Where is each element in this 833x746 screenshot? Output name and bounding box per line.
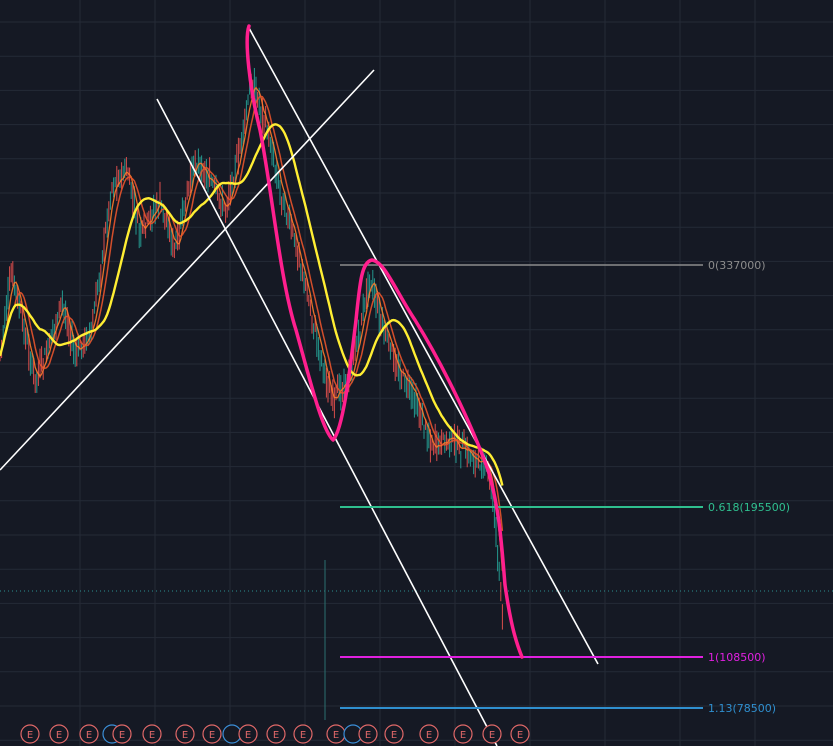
event-marker[interactable]: E	[510, 724, 530, 744]
event-marker-circle	[238, 724, 258, 744]
event-marker-circle	[384, 724, 404, 744]
event-marker-label: E	[273, 730, 279, 741]
event-marker-circle	[79, 724, 99, 744]
event-marker-circle	[510, 724, 530, 744]
event-marker-circle	[419, 724, 439, 744]
event-marker-label: E	[119, 730, 125, 741]
event-marker-circle	[142, 724, 162, 744]
event-marker-circle	[482, 724, 502, 744]
event-marker[interactable]: E	[202, 724, 222, 744]
moving-averages	[0, 86, 504, 572]
event-marker-circle	[358, 724, 378, 744]
event-marker[interactable]: E	[384, 724, 404, 744]
event-marker-circle	[49, 724, 69, 744]
event-marker-label: E	[27, 730, 33, 741]
event-marker-circle	[20, 724, 40, 744]
moving-average-mid	[0, 95, 504, 532]
pattern-curve	[245, 24, 524, 659]
event-marker[interactable]: E	[358, 724, 378, 744]
event-marker-circle	[222, 724, 242, 744]
event-marker[interactable]: E	[419, 724, 439, 744]
event-marker[interactable]: E	[238, 724, 258, 744]
event-marker[interactable]: E	[20, 724, 40, 744]
event-marker-label: E	[300, 730, 306, 741]
moving-average-slow	[0, 123, 504, 486]
event-marker[interactable]	[222, 724, 242, 744]
event-marker-circle	[202, 724, 222, 744]
event-marker[interactable]: E	[112, 724, 132, 744]
event-marker-circle	[266, 724, 286, 744]
moving-average-fast	[0, 86, 504, 572]
event-marker-label: E	[209, 730, 215, 741]
fib-level-label: 1.13(78500)	[708, 702, 776, 715]
event-marker[interactable]: E	[453, 724, 473, 744]
price-candles	[0, 67, 503, 630]
event-marker-label: E	[333, 730, 339, 741]
event-marker[interactable]: E	[266, 724, 286, 744]
event-marker-label: E	[391, 730, 397, 741]
event-marker-label: E	[245, 730, 251, 741]
event-marker-label: E	[149, 730, 155, 741]
fibonacci-levels: 0(337000) 0.618(195500) 1(108500) 1.13(7850…	[340, 259, 790, 715]
event-marker-label: E	[426, 730, 432, 741]
event-marker-label: E	[489, 730, 495, 741]
fib-level-label: 1(108500)	[708, 651, 766, 664]
trendline	[248, 27, 599, 665]
event-marker-label: E	[86, 730, 92, 741]
pattern-drawing	[245, 24, 524, 659]
event-marker-label: E	[56, 730, 62, 741]
event-marker[interactable]: E	[482, 724, 502, 744]
event-marker-circle	[453, 724, 473, 744]
fib-level-label: 0(337000)	[708, 259, 766, 272]
trendlines	[0, 27, 599, 746]
fib-level-label: 0.618(195500)	[708, 501, 790, 514]
event-marker[interactable]: E	[293, 724, 313, 744]
event-marker-circle	[293, 724, 313, 744]
event-marker-label: E	[517, 730, 523, 741]
event-marker[interactable]: E	[326, 724, 346, 744]
event-marker[interactable]: E	[142, 724, 162, 744]
trendline	[0, 69, 375, 471]
event-marker[interactable]: E	[79, 724, 99, 744]
event-marker-circle	[112, 724, 132, 744]
event-marker[interactable]: E	[49, 724, 69, 744]
event-marker-label: E	[365, 730, 371, 741]
event-marker-label: E	[182, 730, 188, 741]
event-marker-label: E	[460, 730, 466, 741]
event-marker[interactable]: E	[175, 724, 195, 744]
trendline	[156, 98, 498, 746]
event-marker-circle	[175, 724, 195, 744]
